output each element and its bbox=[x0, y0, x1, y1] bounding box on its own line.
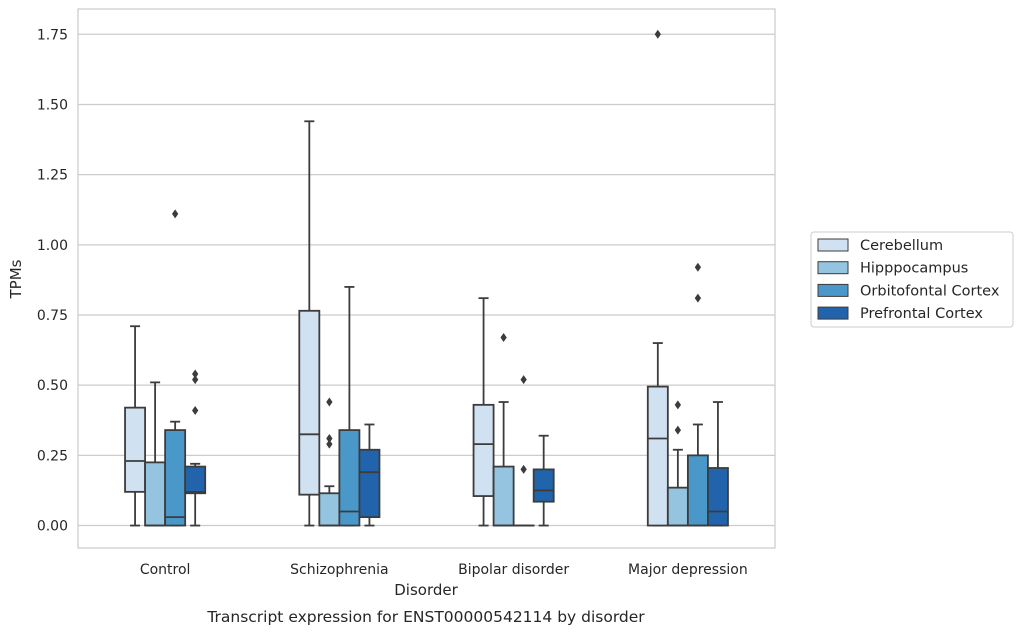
outlier-point bbox=[694, 262, 702, 272]
box-hipppocampus-2 bbox=[492, 332, 515, 527]
outlier-point bbox=[520, 464, 527, 474]
outlier-point bbox=[326, 397, 333, 407]
box-body bbox=[124, 406, 146, 493]
y-tick-label: 1.75 bbox=[37, 27, 68, 43]
outlier-point bbox=[326, 439, 333, 449]
box-hipppocampus-3 bbox=[666, 400, 689, 527]
y-tick-label: 0.50 bbox=[37, 378, 68, 394]
legend-swatch bbox=[817, 306, 849, 320]
y-tick-labels: 0.00 0.25 0.50 0.75 1.00 1.25 1.50 1.75 bbox=[37, 27, 68, 534]
outlier-point bbox=[171, 209, 179, 219]
y-tick-label: 0.00 bbox=[37, 519, 68, 535]
box-orbitofontal-cortex-1 bbox=[338, 286, 361, 527]
legend-label: Orbitofontal Cortex bbox=[860, 283, 1000, 299]
x-tick-label: Major depression bbox=[628, 562, 748, 578]
box-cerebellum-3 bbox=[646, 29, 669, 527]
box-body bbox=[532, 468, 555, 503]
outlier-point bbox=[674, 400, 682, 410]
box-body bbox=[318, 492, 341, 527]
box-orbitofontal-cortex-3 bbox=[686, 262, 709, 527]
box-body bbox=[184, 465, 207, 495]
plot-frame bbox=[77, 8, 776, 549]
y-gridlines bbox=[78, 33, 775, 527]
box-prefrontal-cortex-2 bbox=[532, 434, 555, 527]
box-orbitofontal-cortex-0 bbox=[164, 209, 187, 527]
outlier-point bbox=[694, 293, 702, 303]
box-body bbox=[492, 465, 515, 527]
y-tick-label: 1.25 bbox=[37, 168, 68, 184]
legend-label: Prefrontal Cortex bbox=[860, 306, 983, 322]
box-body bbox=[358, 448, 381, 519]
y-tick-label: 1.00 bbox=[37, 238, 68, 254]
outlier-point bbox=[520, 375, 527, 385]
plot-marks bbox=[124, 29, 729, 527]
box-body bbox=[144, 461, 167, 527]
y-axis-label: TPMs bbox=[7, 259, 25, 299]
x-tick-label: Control bbox=[140, 562, 191, 578]
legend-swatch bbox=[817, 261, 849, 275]
x-axis-label: Disorder bbox=[394, 581, 458, 599]
box-cerebellum-0 bbox=[124, 325, 146, 527]
x-tick-label: Bipolar disorder bbox=[458, 562, 569, 578]
y-tick-label: 1.50 bbox=[37, 97, 68, 113]
box-hipppocampus-1 bbox=[318, 397, 341, 527]
x-tick-labels: Control Schizophrenia Bipolar disorder Majo… bbox=[140, 562, 748, 578]
box-cerebellum-2 bbox=[472, 297, 495, 527]
legend-label: Cerebellum bbox=[860, 238, 943, 254]
box-body bbox=[686, 454, 709, 527]
outlier-point bbox=[192, 375, 199, 385]
outlier-point bbox=[654, 29, 661, 39]
legend-frame bbox=[810, 231, 1014, 328]
box-body bbox=[666, 486, 689, 527]
box-body bbox=[472, 403, 495, 497]
outlier-point bbox=[192, 405, 199, 415]
box-prefrontal-cortex-1 bbox=[358, 423, 381, 527]
box-body bbox=[164, 429, 187, 527]
outlier-point bbox=[192, 369, 199, 379]
legend-swatch bbox=[817, 283, 849, 297]
box-body bbox=[646, 385, 669, 527]
box-hipppocampus-0 bbox=[144, 381, 167, 527]
y-tick-label: 0.25 bbox=[37, 448, 68, 464]
y-tick-label: 0.75 bbox=[37, 308, 68, 324]
box-orbitofontal-cortex-2 bbox=[512, 375, 535, 527]
x-tick-label: Schizophrenia bbox=[290, 562, 388, 578]
box-body bbox=[707, 467, 729, 527]
outlier-point bbox=[500, 332, 507, 342]
legend: Cerebellum Hipppocampus Orbitofontal Corte… bbox=[810, 231, 1014, 328]
box-prefrontal-cortex-3 bbox=[707, 401, 729, 527]
box-body bbox=[298, 309, 321, 496]
outlier-point bbox=[674, 425, 682, 435]
legend-swatch bbox=[817, 238, 849, 252]
chart-caption: Transcript expression for ENST0000054211… bbox=[206, 608, 645, 626]
box-prefrontal-cortex-0 bbox=[184, 369, 207, 527]
box-cerebellum-1 bbox=[298, 120, 321, 527]
legend-label: Hipppocampus bbox=[860, 261, 968, 277]
outlier-point bbox=[326, 434, 333, 444]
